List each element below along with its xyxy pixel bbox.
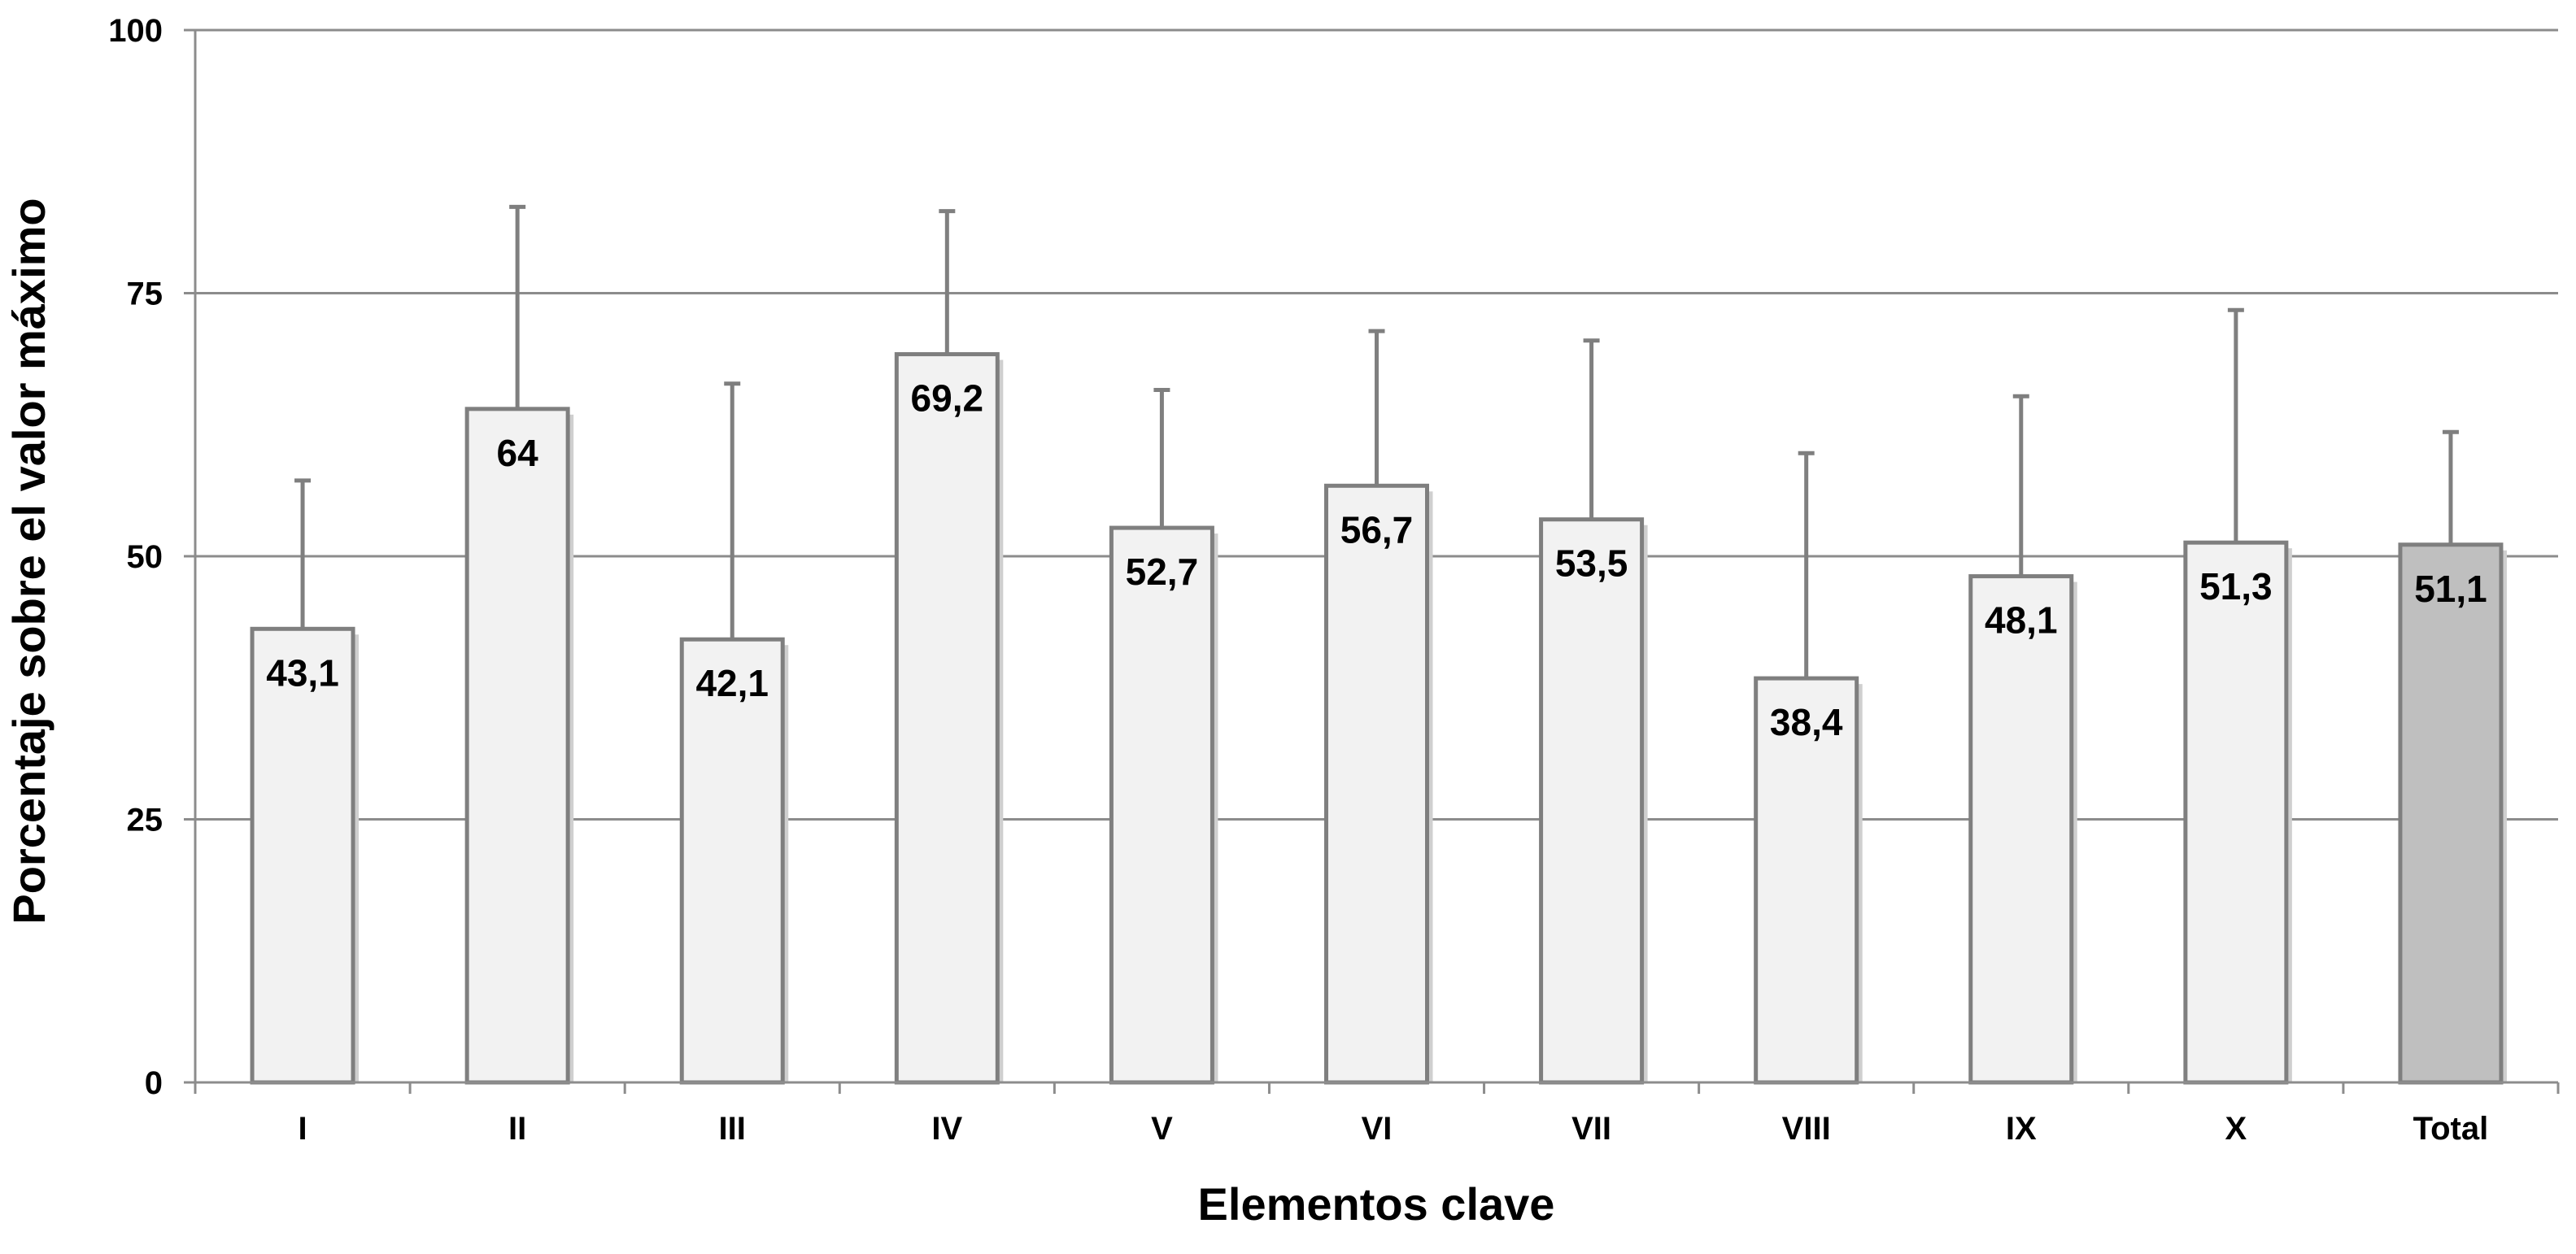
data-label: 43,1 <box>266 651 339 694</box>
x-tick-label: IV <box>931 1111 962 1147</box>
data-label: 53,5 <box>1555 542 1628 585</box>
data-label: 51,1 <box>2414 568 2487 610</box>
y-tick-label: 0 <box>145 1065 163 1101</box>
data-label: 56,7 <box>1340 508 1414 551</box>
x-tick-label: VIII <box>1782 1111 1831 1147</box>
bar <box>1754 676 1859 1085</box>
data-label: 42,1 <box>695 662 769 704</box>
y-tick-label: 100 <box>108 13 163 49</box>
y-tick-label: 75 <box>127 276 163 312</box>
y-axis-title: Porcentaje sobre el valor máximo <box>3 198 54 924</box>
y-tick-label: 50 <box>127 539 163 575</box>
data-label: 48,1 <box>1985 599 2058 642</box>
axes <box>184 28 2560 1094</box>
data-label: 52,7 <box>1126 551 1199 593</box>
bar <box>1539 517 1645 1085</box>
data-label: 38,4 <box>1770 701 1843 743</box>
bars <box>250 352 2507 1085</box>
x-tick-label: Total <box>2413 1111 2489 1147</box>
bar-total <box>2398 542 2504 1085</box>
x-tick-label: VII <box>1571 1111 1611 1147</box>
x-tick-label: I <box>298 1111 307 1147</box>
bar <box>250 626 355 1085</box>
bar <box>1324 483 1429 1085</box>
x-tick-label: VI <box>1362 1111 1393 1147</box>
bar <box>2183 540 2289 1085</box>
bar <box>1968 574 2074 1085</box>
x-axis-title: Elementos clave <box>1198 1178 1555 1230</box>
x-tick-label: II <box>508 1111 526 1147</box>
data-label: 69,2 <box>911 377 984 420</box>
x-tick-label: III <box>719 1111 746 1147</box>
bar <box>679 637 785 1085</box>
bar <box>464 407 570 1085</box>
y-tick-label: 25 <box>127 803 163 838</box>
error-bars <box>294 204 2459 679</box>
data-label: 64 <box>497 432 539 474</box>
data-labels: 43,1 64 42,1 69,2 52,7 56,7 53,5 38,4 48,1 51,3 51… <box>266 377 2487 744</box>
x-tick-label: V <box>1151 1111 1173 1147</box>
bar <box>1109 525 1214 1085</box>
data-label: 51,3 <box>2199 565 2273 607</box>
bar <box>894 352 1000 1085</box>
x-tick-label: X <box>2225 1111 2247 1147</box>
x-tick-label: IX <box>2006 1111 2037 1147</box>
